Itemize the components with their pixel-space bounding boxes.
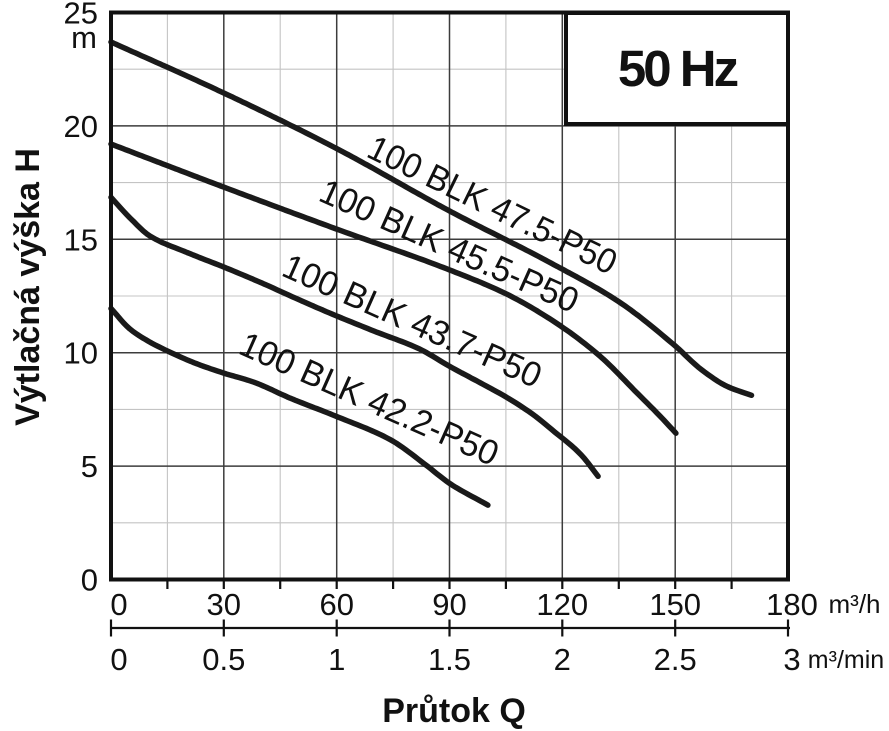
svg-text:120: 120 <box>536 587 588 622</box>
svg-text:m³/h: m³/h <box>829 589 881 619</box>
svg-text:2.5: 2.5 <box>654 642 697 677</box>
svg-text:0: 0 <box>110 642 127 677</box>
svg-text:0: 0 <box>110 587 127 622</box>
svg-text:2: 2 <box>554 642 571 677</box>
svg-text:5: 5 <box>81 449 98 484</box>
svg-text:20: 20 <box>64 109 98 144</box>
svg-text:0.5: 0.5 <box>202 642 245 677</box>
svg-text:60: 60 <box>319 587 353 622</box>
svg-text:50 Hz: 50 Hz <box>618 40 738 97</box>
svg-text:3: 3 <box>783 642 800 677</box>
svg-text:0: 0 <box>81 563 98 598</box>
svg-text:m: m <box>71 20 97 55</box>
svg-text:Průtok Q: Průtok Q <box>382 692 526 730</box>
svg-text:25: 25 <box>64 0 98 31</box>
svg-text:1.5: 1.5 <box>428 642 471 677</box>
svg-text:30: 30 <box>207 587 241 622</box>
svg-text:Výtlačná výška H: Výtlačná výška H <box>9 148 47 426</box>
svg-text:10: 10 <box>64 336 98 371</box>
svg-text:150: 150 <box>649 587 701 622</box>
svg-text:180: 180 <box>766 587 818 622</box>
svg-text:1: 1 <box>328 642 345 677</box>
svg-text:m³/min: m³/min <box>808 646 884 674</box>
svg-text:90: 90 <box>432 587 466 622</box>
svg-text:15: 15 <box>64 222 98 257</box>
